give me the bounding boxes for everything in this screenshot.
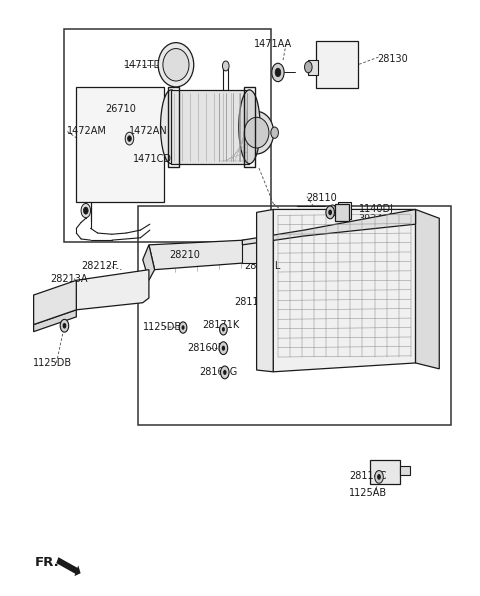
Text: 1125DB: 1125DB xyxy=(143,322,182,332)
PathPatch shape xyxy=(370,460,400,484)
Ellipse shape xyxy=(222,346,225,350)
Bar xyxy=(316,41,358,88)
Ellipse shape xyxy=(326,206,335,219)
Ellipse shape xyxy=(125,132,134,145)
Text: 26710: 26710 xyxy=(105,104,136,114)
Ellipse shape xyxy=(331,209,334,213)
Ellipse shape xyxy=(158,43,194,87)
Text: 1125AB: 1125AB xyxy=(349,488,387,498)
Ellipse shape xyxy=(128,136,132,141)
PathPatch shape xyxy=(76,269,149,310)
Ellipse shape xyxy=(160,90,182,164)
PathPatch shape xyxy=(400,466,410,475)
Ellipse shape xyxy=(179,322,187,333)
Text: 1471CD: 1471CD xyxy=(133,154,172,164)
Bar xyxy=(242,240,273,263)
Bar xyxy=(308,60,318,75)
Text: 28171K: 28171K xyxy=(202,319,240,330)
PathPatch shape xyxy=(257,209,273,372)
Bar xyxy=(244,86,255,167)
PathPatch shape xyxy=(273,209,416,372)
Ellipse shape xyxy=(275,68,281,77)
Bar xyxy=(64,29,271,242)
Ellipse shape xyxy=(240,111,274,154)
Bar xyxy=(338,203,351,219)
Ellipse shape xyxy=(223,370,227,375)
Text: 28212F: 28212F xyxy=(81,260,118,271)
Ellipse shape xyxy=(222,327,225,331)
Ellipse shape xyxy=(222,61,229,71)
Bar xyxy=(76,86,164,202)
Ellipse shape xyxy=(272,63,284,82)
Ellipse shape xyxy=(377,474,381,480)
Text: 28110: 28110 xyxy=(306,193,337,203)
Bar xyxy=(138,206,451,425)
Ellipse shape xyxy=(62,323,66,328)
Text: 1140DJ: 1140DJ xyxy=(359,204,394,215)
Text: 1125DB: 1125DB xyxy=(33,358,72,368)
PathPatch shape xyxy=(34,310,76,331)
Bar xyxy=(335,203,349,221)
Text: 28113: 28113 xyxy=(234,297,265,307)
Text: 28213A: 28213A xyxy=(50,274,88,284)
Text: 1472AM: 1472AM xyxy=(67,126,107,136)
Ellipse shape xyxy=(81,203,91,218)
Ellipse shape xyxy=(271,127,278,138)
Ellipse shape xyxy=(329,205,336,216)
PathPatch shape xyxy=(143,245,155,280)
Text: FR.: FR. xyxy=(35,556,60,569)
Ellipse shape xyxy=(60,319,69,332)
FancyArrow shape xyxy=(56,557,81,576)
Ellipse shape xyxy=(163,48,189,81)
Text: 28130: 28130 xyxy=(378,54,408,64)
Text: 28115L: 28115L xyxy=(245,260,281,271)
Ellipse shape xyxy=(328,210,332,215)
Text: 28114C: 28114C xyxy=(349,471,386,482)
Text: 1472AN: 1472AN xyxy=(129,126,167,136)
Ellipse shape xyxy=(375,470,384,483)
PathPatch shape xyxy=(171,90,250,164)
Text: 1471TD: 1471TD xyxy=(124,60,162,70)
Ellipse shape xyxy=(244,117,269,148)
Ellipse shape xyxy=(219,342,228,355)
Text: 1471AA: 1471AA xyxy=(254,39,292,49)
Text: 28161G: 28161G xyxy=(200,367,238,377)
Text: 28210: 28210 xyxy=(169,250,200,260)
Ellipse shape xyxy=(84,207,88,214)
PathPatch shape xyxy=(149,239,273,269)
PathPatch shape xyxy=(242,209,416,245)
PathPatch shape xyxy=(416,209,439,369)
Ellipse shape xyxy=(239,90,260,164)
Bar xyxy=(168,86,179,167)
Ellipse shape xyxy=(220,366,229,379)
Text: 39340: 39340 xyxy=(359,215,389,225)
Ellipse shape xyxy=(304,61,312,73)
Ellipse shape xyxy=(181,325,185,330)
Text: 28160B: 28160B xyxy=(187,343,224,353)
PathPatch shape xyxy=(34,280,76,325)
Ellipse shape xyxy=(219,324,227,335)
